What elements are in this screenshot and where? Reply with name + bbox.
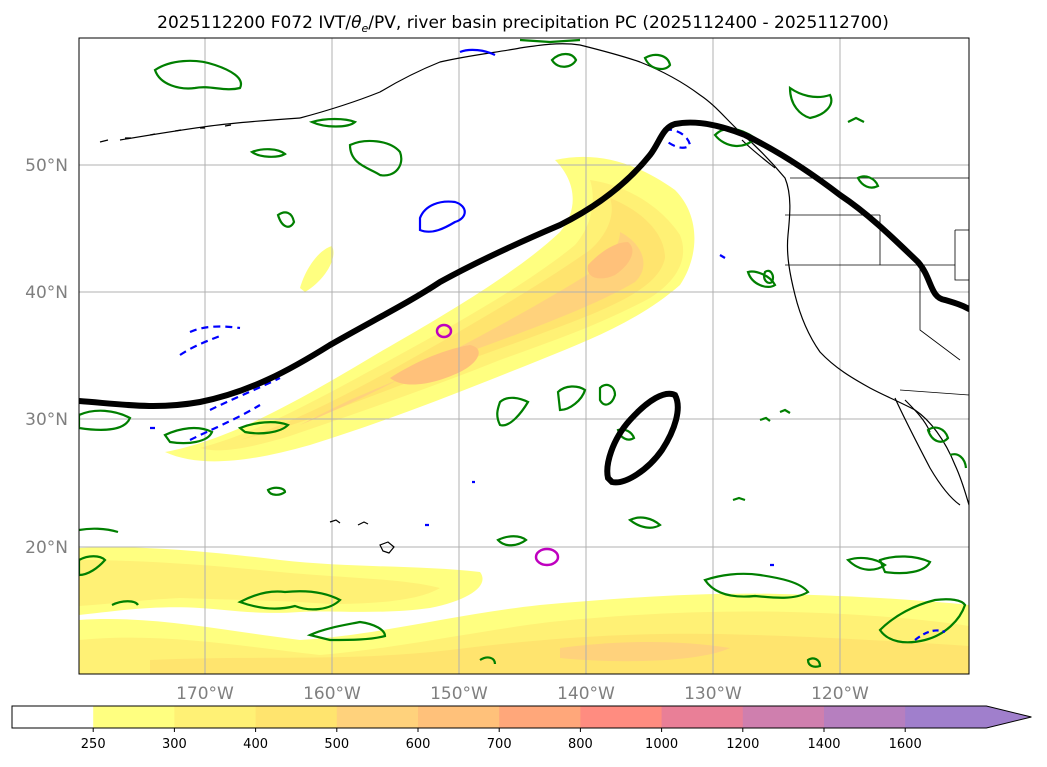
colorbar-tick-label: 400 xyxy=(243,737,268,752)
ivt-south-lower-400 xyxy=(150,633,969,674)
lat-label-50n: 50°N xyxy=(25,156,68,176)
colorbar-segment xyxy=(824,706,906,728)
lon-label-160w: 160°W xyxy=(303,684,361,704)
pv-contour xyxy=(79,119,969,486)
colorbar-tick-label: 800 xyxy=(568,737,593,752)
colorbar-tick-label: 300 xyxy=(162,737,187,752)
colorbar-tick-label: 500 xyxy=(324,737,349,752)
graticule xyxy=(79,38,969,674)
lat-label-20n: 20°N xyxy=(25,538,68,558)
latitude-labels: 50°N 40°N 30°N 20°N xyxy=(25,156,68,558)
lat-label-40n: 40°N xyxy=(25,283,68,303)
precip-pc-blue-contours xyxy=(150,48,946,641)
colorbar-segment xyxy=(336,706,419,728)
map-title: 2025112200 F072 IVT/θe/PV, river basin p… xyxy=(157,13,889,35)
ivt-ar-600a xyxy=(390,345,479,385)
colorbar: 250 300 400 500 600 700 800 1000 1200 1400 1600 xyxy=(11,705,1032,752)
colorbar-segment xyxy=(93,706,175,728)
colorbar-segment xyxy=(742,706,825,728)
ivt-ar-600b xyxy=(587,242,633,279)
colorbar-extend-arrow xyxy=(986,706,1032,728)
ivt-small-blob xyxy=(300,246,334,292)
ivt-south-lower-500 xyxy=(560,642,730,662)
ivt-filled-contours xyxy=(79,156,969,674)
colorbar-tick-label: 1600 xyxy=(889,737,922,752)
lon-label-170w: 170°W xyxy=(176,684,234,704)
colorbar-segment xyxy=(255,706,338,728)
lon-label-130w: 130°W xyxy=(684,684,742,704)
colorbar-segment xyxy=(580,706,663,728)
colorbar-segment xyxy=(905,706,987,728)
ivt-south-300 xyxy=(79,560,440,606)
colorbar-segment xyxy=(174,706,257,728)
colorbar-tick-label: 1200 xyxy=(726,737,759,752)
colorbar-tick-label: 1400 xyxy=(807,737,840,752)
theta-e-contours xyxy=(435,323,560,567)
coastlines xyxy=(99,43,969,554)
precip-pc-green-contours xyxy=(79,38,968,668)
colorbar-outline xyxy=(11,705,1032,729)
colorbar-segment xyxy=(499,706,581,728)
colorbar-tick-label: 700 xyxy=(487,737,512,752)
colorbar-tick-label: 600 xyxy=(406,737,431,752)
lat-label-30n: 30°N xyxy=(25,410,68,430)
lon-label-150w: 150°W xyxy=(430,684,488,704)
ivt-ar-400 xyxy=(240,198,665,440)
colorbar-tick-label: 1000 xyxy=(645,737,678,752)
longitude-labels: 170°W 160°W 150°W 140°W 130°W 120°W xyxy=(176,684,869,704)
colorbar-segment xyxy=(12,706,94,728)
colorbar-tick-label: 250 xyxy=(81,737,106,752)
colorbar-segment xyxy=(661,706,744,728)
ivt-ar-250 xyxy=(165,156,695,462)
lon-label-140w: 140°W xyxy=(557,684,615,704)
colorbar-segment xyxy=(418,706,500,728)
lon-label-120w: 120°W xyxy=(811,684,869,704)
map-frame xyxy=(78,37,970,675)
